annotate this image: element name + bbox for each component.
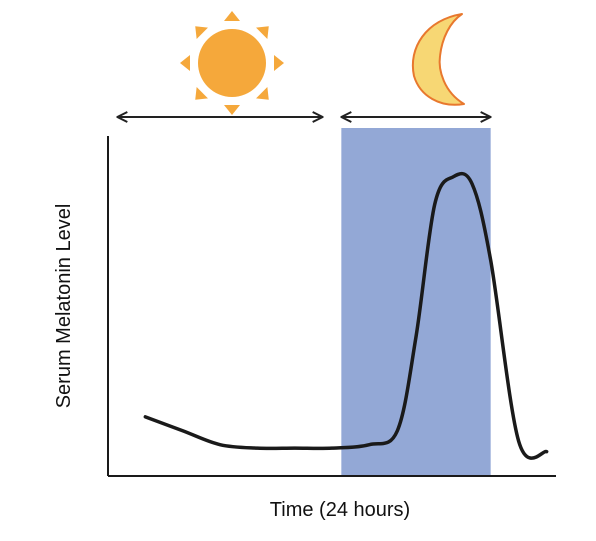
night-shade-region [341,128,491,476]
icon-layer [180,11,465,115]
series-layer [143,171,549,460]
arrowhead-left-icon [116,111,128,123]
period-arrows [116,111,492,123]
arrowhead-right-icon [480,111,492,123]
night-period-arrow [340,111,492,123]
sun-icon [180,11,284,115]
arrowhead-left-icon [340,111,352,123]
melatonin-curve [143,171,549,460]
x-axis-label: Time (24 hours) [270,499,410,521]
night-shade-layer [341,128,491,476]
moon-icon [411,13,465,106]
y-axis-label: Serum Melatonin Level [53,204,75,409]
arrowhead-right-icon [312,111,324,123]
axes [107,136,556,477]
day-period-arrow [116,111,324,123]
